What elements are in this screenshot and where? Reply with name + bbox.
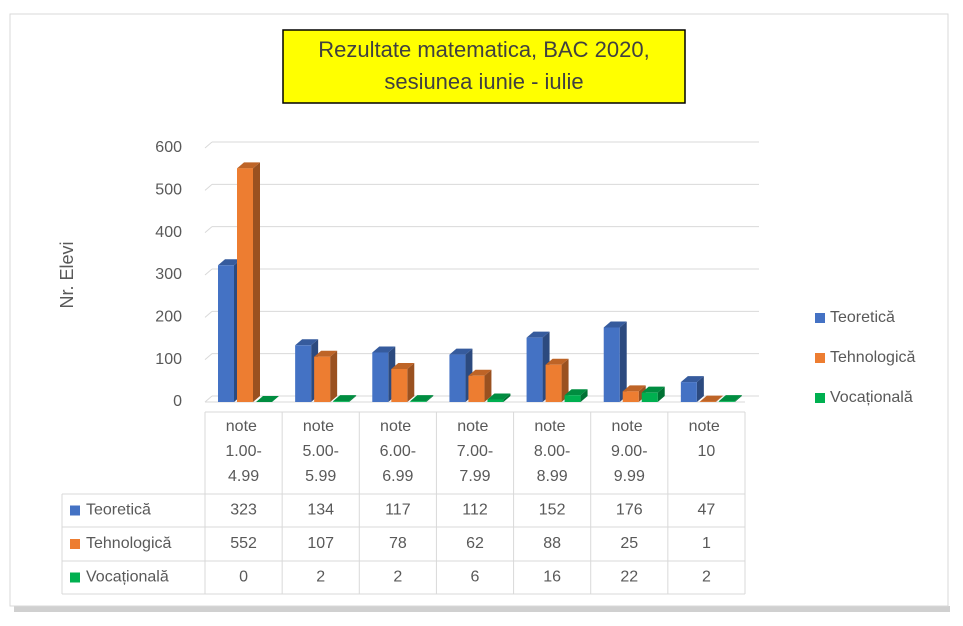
x-tick-label: note 8.00-8.99 <box>534 418 570 485</box>
x-tick-label: note 7.00-7.99 <box>457 418 493 485</box>
legend-key <box>815 393 825 403</box>
bar <box>623 391 639 402</box>
shadow <box>14 606 950 612</box>
legend-label: Tehnologică <box>830 349 916 366</box>
bar-side <box>407 363 414 402</box>
bar <box>546 365 562 402</box>
chart-title: sesiunea iunie - iulie <box>384 69 583 94</box>
table-row-label: Teoretică <box>86 502 151 519</box>
y-tick-label: 200 <box>155 309 182 326</box>
table-cell: 6 <box>471 569 480 586</box>
table-cell: 78 <box>389 535 407 552</box>
bar <box>468 376 484 402</box>
y-tick-label: 600 <box>155 139 182 156</box>
bar <box>295 345 311 402</box>
x-tick-label: note 6.00-6.99 <box>380 418 416 485</box>
table-cell: 2 <box>316 569 325 586</box>
table-cell: 16 <box>543 569 561 586</box>
bar <box>218 265 234 402</box>
table-cell: 112 <box>462 502 488 519</box>
legend-label: Teoretică <box>830 309 895 326</box>
y-axis-label: Nr. Elevi <box>57 241 77 308</box>
bar <box>527 338 543 402</box>
bar <box>642 393 658 402</box>
table-row-label: Tehnologică <box>86 535 172 552</box>
legend-key <box>70 573 80 583</box>
bar <box>449 355 465 402</box>
table-cell: 1 <box>702 535 711 552</box>
table-cell: 2 <box>702 569 711 586</box>
bar <box>314 357 330 402</box>
table-cell: 25 <box>620 535 638 552</box>
table-cell: 88 <box>543 535 561 552</box>
table-row-label: Vocațională <box>86 569 169 586</box>
bar <box>487 399 503 402</box>
legend-key <box>815 353 825 363</box>
legend-key <box>815 313 825 323</box>
table-cell: 552 <box>230 535 257 552</box>
bar <box>410 401 426 402</box>
table-cell: 22 <box>620 569 638 586</box>
table-cell: 134 <box>307 502 334 519</box>
legend-key <box>70 539 80 549</box>
table-cell: 2 <box>393 569 402 586</box>
bar <box>565 395 581 402</box>
table-cell: 323 <box>230 502 257 519</box>
y-tick-label: 500 <box>155 182 182 199</box>
table-cell: 47 <box>698 502 716 519</box>
bar-side <box>253 162 260 402</box>
x-tick-label: note 1.00-4.99 <box>225 418 261 485</box>
bar <box>604 327 620 402</box>
bar <box>719 401 735 402</box>
table-cell: 152 <box>539 502 566 519</box>
chart-title: Rezultate matematica, BAC 2020, <box>318 37 649 62</box>
x-tick-label: note 5.00-5.99 <box>302 418 338 485</box>
bar <box>333 401 349 402</box>
bar <box>237 168 253 402</box>
table-cell: 117 <box>385 502 411 519</box>
bar <box>391 369 407 402</box>
legend-label: Vocațională <box>830 389 913 406</box>
table-cell: 176 <box>616 502 643 519</box>
x-tick-label: note 9.00-9.99 <box>611 418 647 485</box>
table-cell: 0 <box>239 569 248 586</box>
y-tick-label: 0 <box>173 393 182 410</box>
y-tick-label: 400 <box>155 224 182 241</box>
table-cell: 62 <box>466 535 484 552</box>
y-tick-label: 300 <box>155 266 182 283</box>
legend-key <box>70 506 80 516</box>
bar <box>372 352 388 402</box>
bar-side <box>330 351 337 402</box>
table-cell: 107 <box>307 535 334 552</box>
y-tick-label: 100 <box>155 351 182 368</box>
bar <box>681 382 697 402</box>
